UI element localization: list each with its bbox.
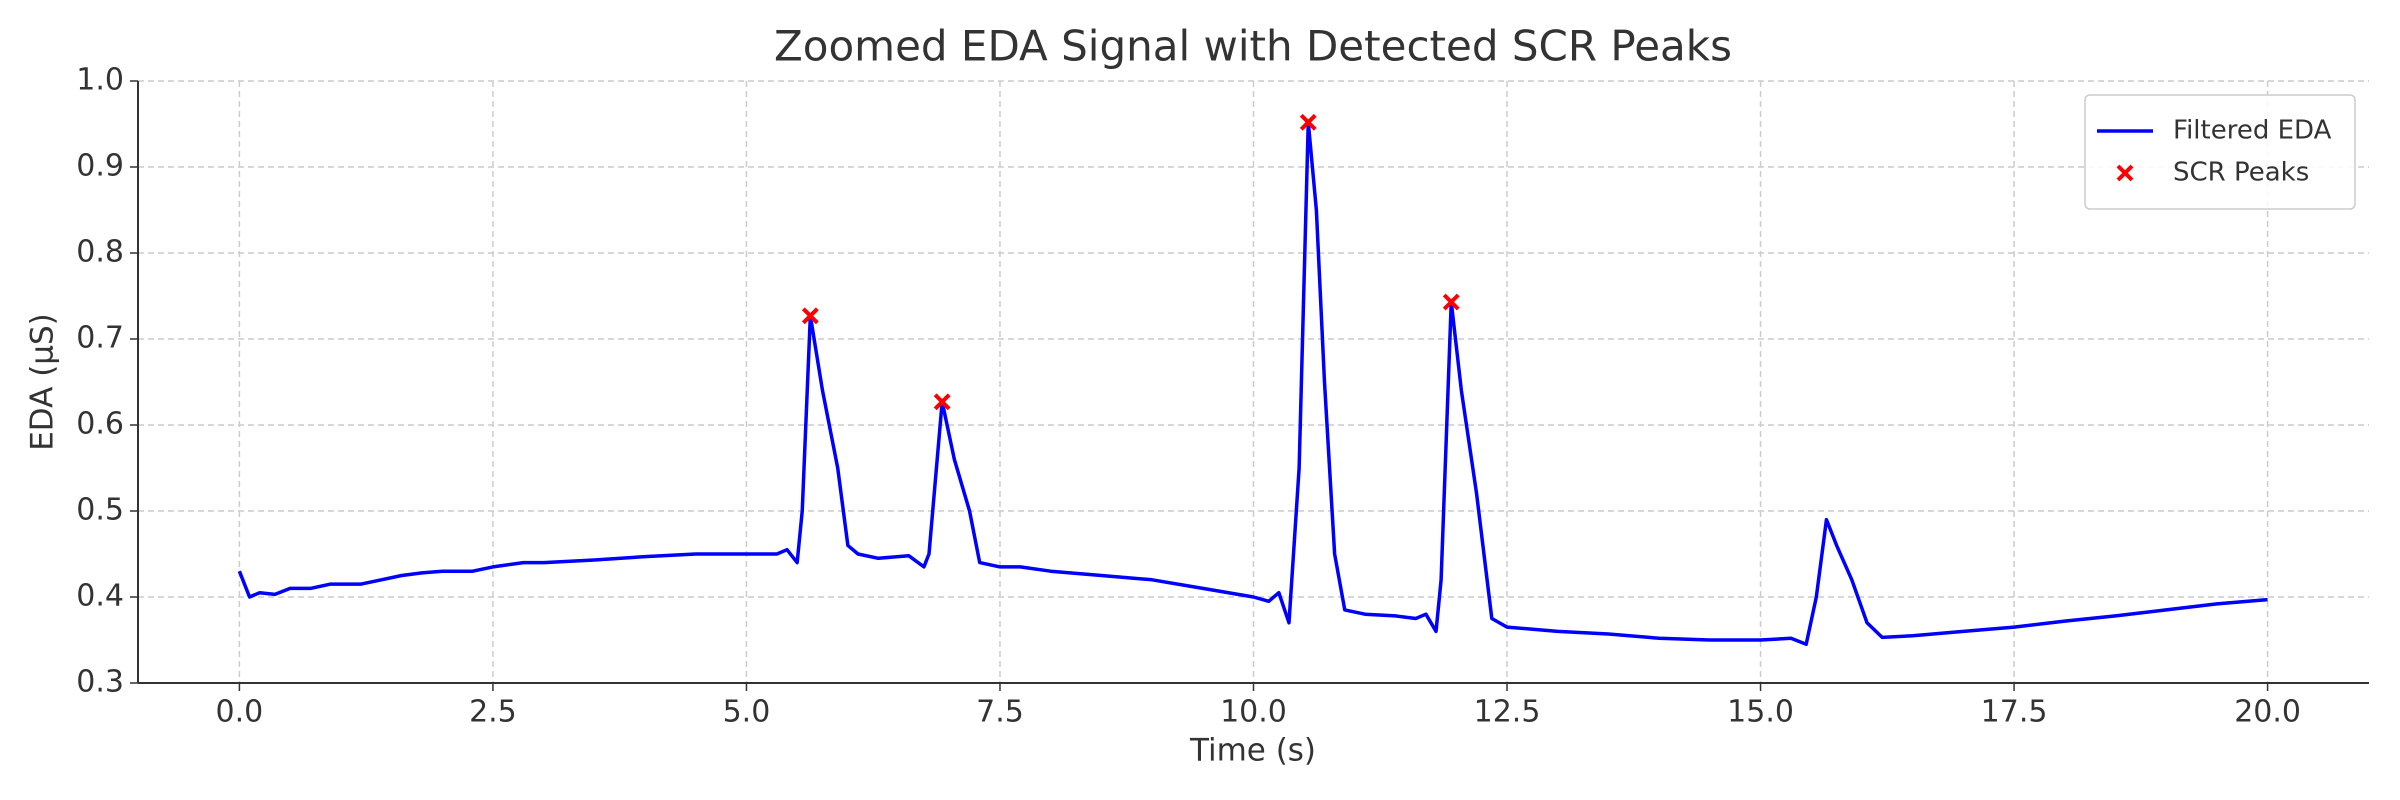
legend-label: Filtered EDA <box>2173 116 2332 146</box>
x-tick-label: 7.5 <box>976 695 1024 730</box>
legend-key <box>2116 164 2134 182</box>
x-tick-label: 12.5 <box>1474 695 1541 730</box>
chart-title: Zoomed EDA Signal with Detected SCR Peak… <box>774 22 1732 71</box>
y-tick-label: 0.7 <box>76 321 124 356</box>
x-tick-label: 17.5 <box>1981 695 2048 730</box>
x-tick-label: 15.0 <box>1727 695 1794 730</box>
legend-box <box>2084 94 2356 210</box>
peak-marker <box>1299 113 1317 131</box>
peak-marker <box>933 393 951 411</box>
y-tick-label: 0.6 <box>76 407 124 442</box>
y-tick-label: 1.0 <box>76 63 124 98</box>
y-tick-label: 0.4 <box>76 579 124 614</box>
y-axis-label: EDA (µS) <box>25 313 61 451</box>
x-tick-label: 10.0 <box>1220 695 1287 730</box>
x-axis-label: Time (s) <box>1189 733 1316 769</box>
x-tick-label: 0.0 <box>216 695 264 730</box>
legend-label: SCR Peaks <box>2173 158 2309 188</box>
peak-marker <box>1442 293 1460 311</box>
y-tick-label: 0.5 <box>76 493 124 528</box>
x-tick-label: 2.5 <box>469 695 517 730</box>
y-tick-label: 0.8 <box>76 235 124 270</box>
y-tick-label: 0.9 <box>76 149 124 184</box>
eda-line <box>237 120 2268 647</box>
peak-marker <box>801 307 819 325</box>
y-tick-label: 0.3 <box>76 665 124 700</box>
x-tick-label: 5.0 <box>723 695 771 730</box>
x-tick-label: 20.0 <box>2234 695 2301 730</box>
